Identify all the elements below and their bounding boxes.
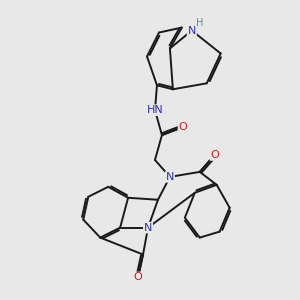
Text: N: N	[166, 172, 174, 182]
Text: O: O	[134, 272, 142, 282]
Text: O: O	[210, 150, 219, 160]
Text: N: N	[144, 223, 152, 232]
Text: HN: HN	[147, 105, 164, 115]
Text: N: N	[188, 26, 196, 36]
Text: H: H	[196, 18, 203, 28]
Text: O: O	[178, 122, 187, 132]
